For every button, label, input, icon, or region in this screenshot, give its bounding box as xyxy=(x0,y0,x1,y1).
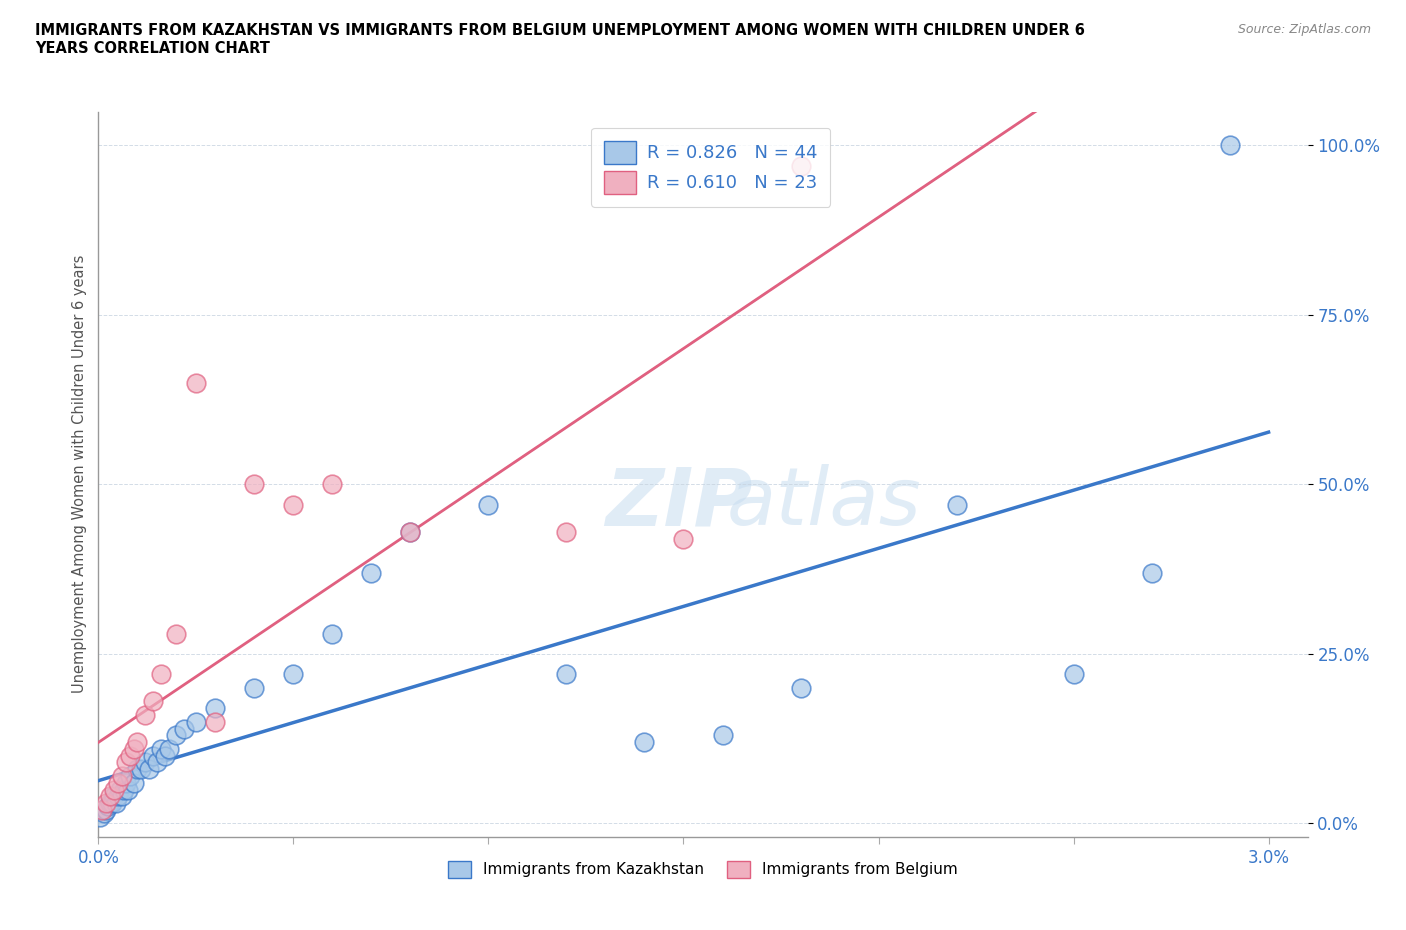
Point xyxy=(399,525,422,539)
Point xyxy=(127,762,149,777)
Y-axis label: Unemployment Among Women with Children Under 6 years: Unemployment Among Women with Children U… xyxy=(72,255,87,694)
Point xyxy=(283,498,305,512)
Point xyxy=(789,158,811,173)
Point xyxy=(153,749,176,764)
Point xyxy=(204,714,226,729)
Point xyxy=(96,803,118,817)
Point xyxy=(134,755,156,770)
Point xyxy=(138,762,160,777)
Point xyxy=(142,749,165,764)
Point xyxy=(112,782,135,797)
Point xyxy=(157,741,180,756)
Point xyxy=(97,799,120,814)
Point xyxy=(204,700,226,715)
Point xyxy=(321,626,343,641)
Point xyxy=(173,721,195,736)
Legend: Immigrants from Kazakhstan, Immigrants from Belgium: Immigrants from Kazakhstan, Immigrants f… xyxy=(441,855,965,884)
Point xyxy=(117,782,139,797)
Point xyxy=(131,762,153,777)
Point xyxy=(107,776,129,790)
Point xyxy=(122,741,145,756)
Point xyxy=(114,755,136,770)
Point xyxy=(555,525,578,539)
Point xyxy=(149,667,172,682)
Point xyxy=(165,728,187,743)
Point xyxy=(945,498,967,512)
Point xyxy=(321,477,343,492)
Point xyxy=(283,667,305,682)
Point xyxy=(93,805,115,820)
Point xyxy=(711,728,734,743)
Point xyxy=(127,735,149,750)
Point xyxy=(103,789,125,804)
Point xyxy=(477,498,499,512)
Text: Source: ZipAtlas.com: Source: ZipAtlas.com xyxy=(1237,23,1371,36)
Point xyxy=(184,714,207,729)
Point xyxy=(111,789,134,804)
Point xyxy=(104,796,127,811)
Point xyxy=(103,782,125,797)
Point xyxy=(91,803,114,817)
Point xyxy=(399,525,422,539)
Point xyxy=(165,626,187,641)
Point xyxy=(89,809,111,824)
Point xyxy=(98,796,121,811)
Point xyxy=(111,768,134,783)
Point xyxy=(149,741,172,756)
Point xyxy=(1140,565,1163,580)
Point xyxy=(101,796,124,811)
Point xyxy=(146,755,169,770)
Point xyxy=(633,735,655,750)
Point xyxy=(555,667,578,682)
Point xyxy=(107,789,129,804)
Text: IMMIGRANTS FROM KAZAKHSTAN VS IMMIGRANTS FROM BELGIUM UNEMPLOYMENT AMONG WOMEN W: IMMIGRANTS FROM KAZAKHSTAN VS IMMIGRANTS… xyxy=(35,23,1085,56)
Point xyxy=(96,796,118,811)
Point xyxy=(114,776,136,790)
Point xyxy=(91,803,114,817)
Text: atlas: atlas xyxy=(727,464,921,542)
Point xyxy=(243,681,266,696)
Point xyxy=(142,694,165,709)
Point xyxy=(118,749,141,764)
Point xyxy=(122,776,145,790)
Point xyxy=(98,789,121,804)
Point xyxy=(789,681,811,696)
Point xyxy=(243,477,266,492)
Point xyxy=(118,768,141,783)
Point xyxy=(360,565,382,580)
Point xyxy=(134,708,156,723)
Text: ZIP: ZIP xyxy=(605,464,752,542)
Point xyxy=(1063,667,1085,682)
Point xyxy=(672,531,695,546)
Point xyxy=(184,376,207,391)
Point xyxy=(108,782,131,797)
Point xyxy=(1219,138,1241,153)
